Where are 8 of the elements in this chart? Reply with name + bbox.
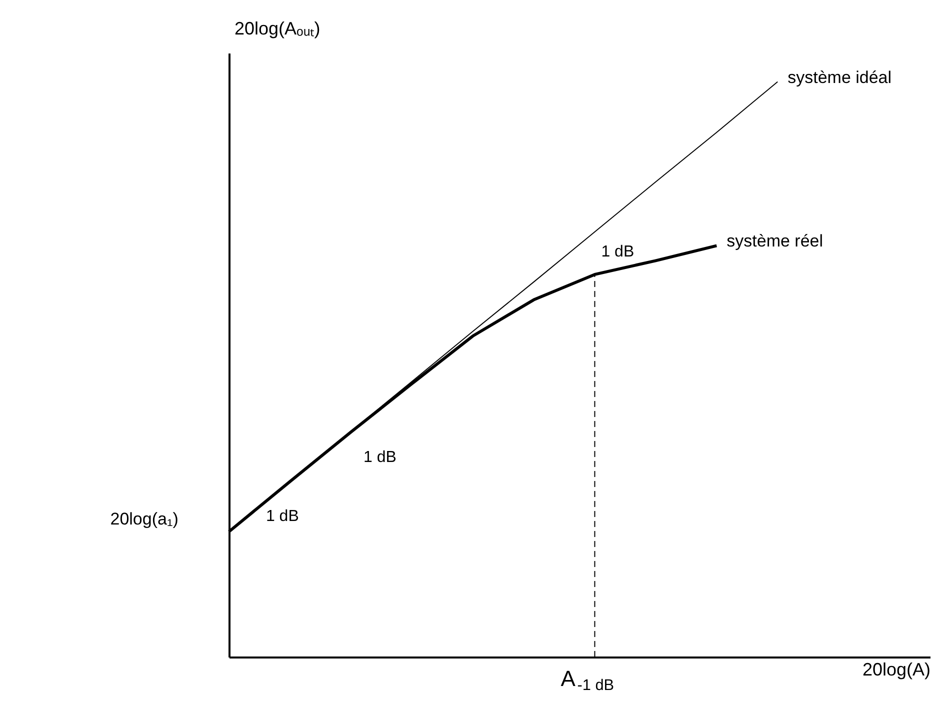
- annotation: 1 dB: [266, 508, 299, 526]
- annotation: 1 dB: [601, 243, 634, 260]
- series-label: système réel: [726, 232, 824, 251]
- x-axis-title: 20log(A): [862, 660, 930, 680]
- text: 20log(a₁): [110, 510, 178, 529]
- annotation: 1 dB: [363, 448, 396, 466]
- y-axis-title: 20log(Aₒᵤₜ): [234, 18, 320, 38]
- series-label: système idéal: [788, 68, 892, 87]
